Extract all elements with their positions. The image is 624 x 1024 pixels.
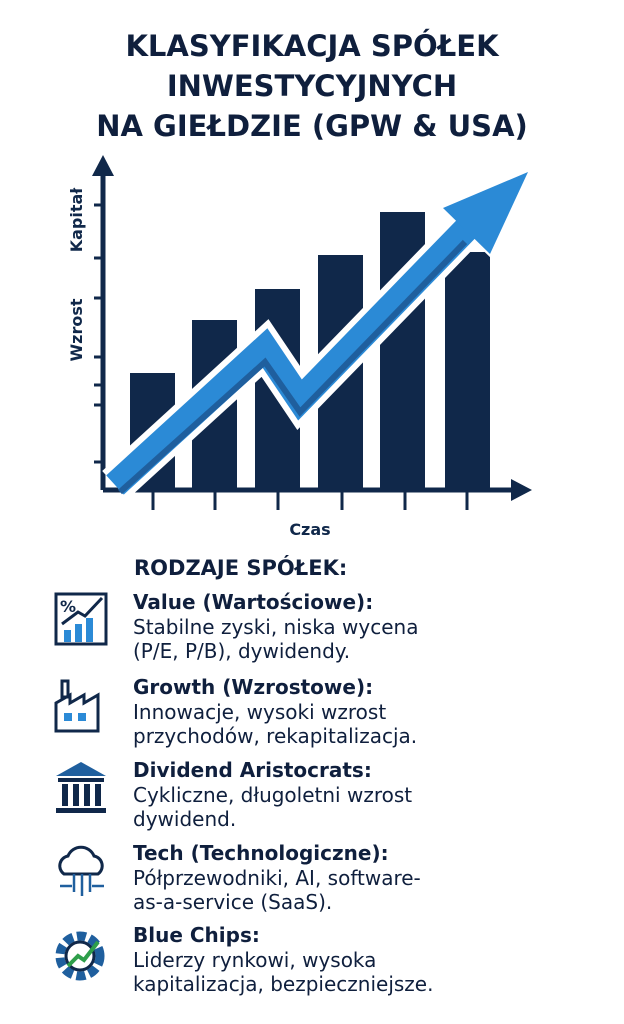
type-title: Growth (Wzrostowe):: [133, 675, 374, 699]
type-description: Stabilne zyski, niska wycena: [133, 614, 419, 639]
company-type: Value (Wartościowe): Stabilne zyski, nisk…: [133, 590, 418, 664]
company-type: Blue Chips: Liderzy rynkowi, wysoka kapita…: [133, 923, 433, 997]
y-label-top: Kapitał: [67, 187, 86, 253]
company-type: Tech (Technologiczne): Półprzewodniki, AI…: [133, 841, 421, 915]
value-icon: %: [54, 592, 108, 646]
trend-arrow: [102, 168, 534, 500]
type-description: Cykliczne, długoletni wzrost: [133, 782, 413, 807]
type-description: as-a-service (SaaS).: [133, 890, 333, 914]
type-description: dywidend.: [133, 807, 237, 831]
bars: [130, 212, 490, 490]
type-description: Liderzy rynkowi, wysoka: [133, 947, 377, 972]
type-title: Tech (Technologiczne):: [133, 841, 389, 865]
section-heading: RODZAJE SPÓŁEK:: [134, 556, 348, 580]
illustration: Kapitał Wzrost Czas: [67, 155, 534, 539]
y-label-bottom: Wzrost: [67, 298, 86, 361]
company-type: Growth (Wzrostowe): Innowacje, wysoki wzr…: [133, 675, 417, 749]
type-description: Półprzewodniki, AI, software-: [133, 865, 421, 890]
title: KLASYFIKACJA SPÓŁEK INWESTYCYJNYCH NA GI…: [0, 26, 624, 146]
bluechip-icon: [55, 931, 105, 981]
title-line: KLASYFIKACJA SPÓŁEK: [125, 29, 499, 63]
growth-icon: [54, 679, 100, 733]
tech-icon: [58, 845, 104, 896]
x-label: Czas: [289, 520, 330, 539]
type-description: (P/E, P/B), dywidendy.: [133, 639, 351, 663]
dividend-icon: [56, 762, 106, 813]
title-line: INWESTYCYJNYCH: [166, 69, 458, 103]
svg-text:%: %: [60, 597, 76, 616]
type-title: Blue Chips:: [133, 923, 260, 947]
company-type: Dividend Aristocrats: Cykliczne, długolet…: [133, 758, 412, 832]
type-title: Value (Wartościowe):: [133, 590, 374, 614]
type-description: przychodów, rekapitalizacja.: [133, 724, 418, 748]
title-line: NA GIEŁDZIE (GPW & USA): [96, 109, 528, 143]
type-description: kapitalizacja, bezpieczniejsze.: [133, 972, 434, 996]
type-description: Innowacje, wysoki wzrost: [133, 699, 387, 724]
axes: [92, 155, 532, 510]
type-title: Dividend Aristocrats:: [133, 758, 372, 782]
